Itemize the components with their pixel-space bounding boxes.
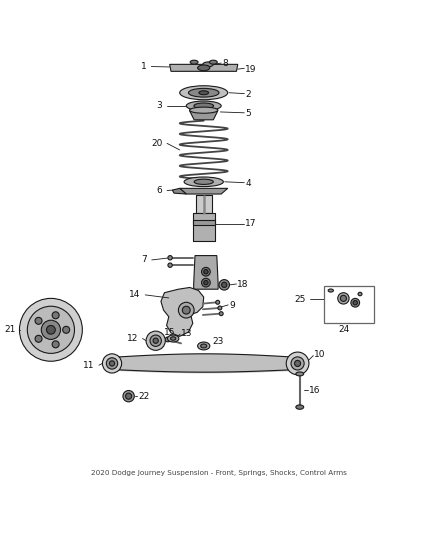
Bar: [193, 220, 215, 225]
Polygon shape: [170, 64, 238, 71]
Circle shape: [27, 306, 74, 353]
Ellipse shape: [203, 62, 213, 67]
Ellipse shape: [194, 103, 214, 109]
Circle shape: [35, 317, 42, 324]
Text: 10: 10: [314, 350, 326, 359]
Ellipse shape: [168, 263, 172, 268]
Circle shape: [63, 326, 70, 333]
Circle shape: [201, 268, 210, 276]
Circle shape: [294, 360, 300, 367]
Circle shape: [222, 282, 227, 287]
Polygon shape: [194, 256, 218, 289]
Polygon shape: [196, 195, 212, 213]
Ellipse shape: [219, 312, 223, 316]
Polygon shape: [190, 111, 218, 120]
Text: 2: 2: [245, 90, 251, 99]
Circle shape: [201, 278, 210, 287]
Ellipse shape: [165, 337, 171, 342]
Circle shape: [19, 298, 82, 361]
Circle shape: [178, 302, 194, 318]
Text: 13: 13: [181, 329, 193, 338]
Ellipse shape: [194, 179, 213, 184]
Circle shape: [46, 326, 55, 334]
Text: 14: 14: [129, 290, 141, 300]
Circle shape: [353, 301, 357, 305]
Circle shape: [182, 306, 190, 314]
Circle shape: [102, 354, 122, 373]
Circle shape: [123, 391, 134, 402]
Text: 6: 6: [156, 186, 162, 195]
Text: 21: 21: [5, 325, 16, 334]
Circle shape: [204, 280, 208, 285]
Circle shape: [35, 335, 42, 342]
Text: 20: 20: [151, 139, 162, 148]
Circle shape: [146, 331, 165, 350]
Text: 23: 23: [212, 337, 224, 346]
Text: 2020 Dodge Journey Suspension - Front, Springs, Shocks, Control Arms: 2020 Dodge Journey Suspension - Front, S…: [91, 470, 347, 476]
Bar: [324, 286, 374, 323]
Text: 4: 4: [245, 179, 251, 188]
Ellipse shape: [188, 88, 219, 97]
Ellipse shape: [198, 65, 210, 71]
Ellipse shape: [184, 177, 223, 187]
Text: 9: 9: [229, 301, 235, 310]
Circle shape: [204, 270, 208, 274]
Text: 11: 11: [83, 361, 95, 370]
Text: 1: 1: [141, 62, 147, 71]
Circle shape: [153, 338, 158, 343]
Circle shape: [106, 358, 118, 369]
Ellipse shape: [216, 300, 219, 304]
Polygon shape: [180, 188, 228, 194]
Text: 15: 15: [164, 328, 176, 337]
Circle shape: [126, 393, 132, 399]
Ellipse shape: [190, 60, 198, 64]
Circle shape: [52, 312, 59, 319]
Circle shape: [340, 295, 346, 302]
Ellipse shape: [296, 372, 304, 376]
Text: 24: 24: [339, 325, 350, 334]
Text: 18: 18: [237, 280, 249, 289]
Circle shape: [41, 320, 60, 340]
Ellipse shape: [168, 256, 172, 260]
Text: 8: 8: [222, 59, 228, 68]
Text: 25: 25: [294, 295, 305, 304]
Ellipse shape: [186, 101, 221, 111]
Polygon shape: [161, 287, 204, 336]
Circle shape: [52, 341, 59, 348]
Text: 16: 16: [308, 386, 320, 395]
Ellipse shape: [201, 344, 207, 348]
Ellipse shape: [180, 86, 228, 100]
Ellipse shape: [328, 289, 333, 292]
Text: 7: 7: [141, 255, 147, 264]
Text: 19: 19: [245, 64, 257, 74]
Ellipse shape: [198, 342, 210, 350]
Ellipse shape: [190, 107, 218, 113]
Circle shape: [110, 361, 115, 366]
Text: 22: 22: [138, 392, 149, 401]
Ellipse shape: [358, 292, 362, 296]
Circle shape: [150, 335, 161, 346]
Circle shape: [291, 357, 304, 370]
Text: 17: 17: [245, 220, 257, 229]
Ellipse shape: [209, 60, 217, 64]
Ellipse shape: [170, 337, 176, 340]
Text: 3: 3: [156, 101, 162, 110]
Circle shape: [351, 298, 360, 307]
Circle shape: [286, 352, 309, 375]
Circle shape: [219, 280, 230, 290]
Ellipse shape: [218, 306, 222, 310]
Polygon shape: [172, 188, 186, 194]
Ellipse shape: [296, 405, 304, 409]
Text: 12: 12: [127, 334, 138, 343]
Ellipse shape: [199, 91, 208, 95]
Text: 5: 5: [245, 109, 251, 118]
Circle shape: [338, 293, 349, 304]
Polygon shape: [193, 213, 215, 241]
Ellipse shape: [167, 335, 179, 342]
